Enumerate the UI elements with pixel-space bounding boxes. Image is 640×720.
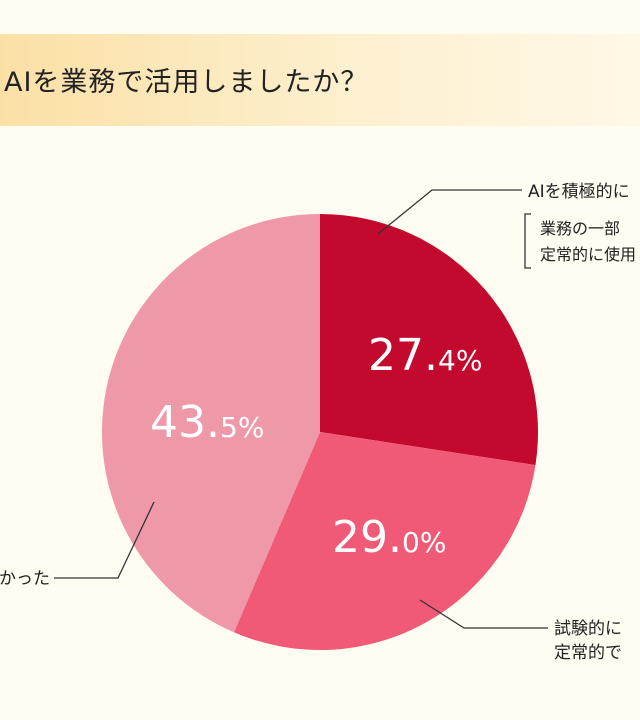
leader-line-active <box>377 189 522 235</box>
label-active-line2: 定常的に使用 <box>540 245 636 264</box>
leader-line-none <box>54 501 155 579</box>
label-active-heading: AIを積極的に <box>528 182 630 202</box>
label-trial-line2: 定常的で <box>554 643 622 663</box>
pie-slice-active <box>320 214 538 466</box>
pct-label-trial: 29.0% <box>332 512 446 563</box>
label-none: かった <box>0 569 50 589</box>
chart-title: AIを業務で活用しましたか？ <box>4 67 369 98</box>
leader-line-trial <box>419 599 548 629</box>
pie-slice-none <box>101 214 320 633</box>
pct-label-active: 27.4% <box>368 330 482 381</box>
bracket-active <box>524 213 531 269</box>
pct-label-none: 43.5% <box>150 397 264 448</box>
label-trial-line1: 試験的に <box>554 619 622 639</box>
pie-slice-trial <box>233 432 536 650</box>
title-banner: AIを業務で活用しましたか？ <box>0 34 640 126</box>
label-active-line1: 業務の一部 <box>540 219 620 238</box>
